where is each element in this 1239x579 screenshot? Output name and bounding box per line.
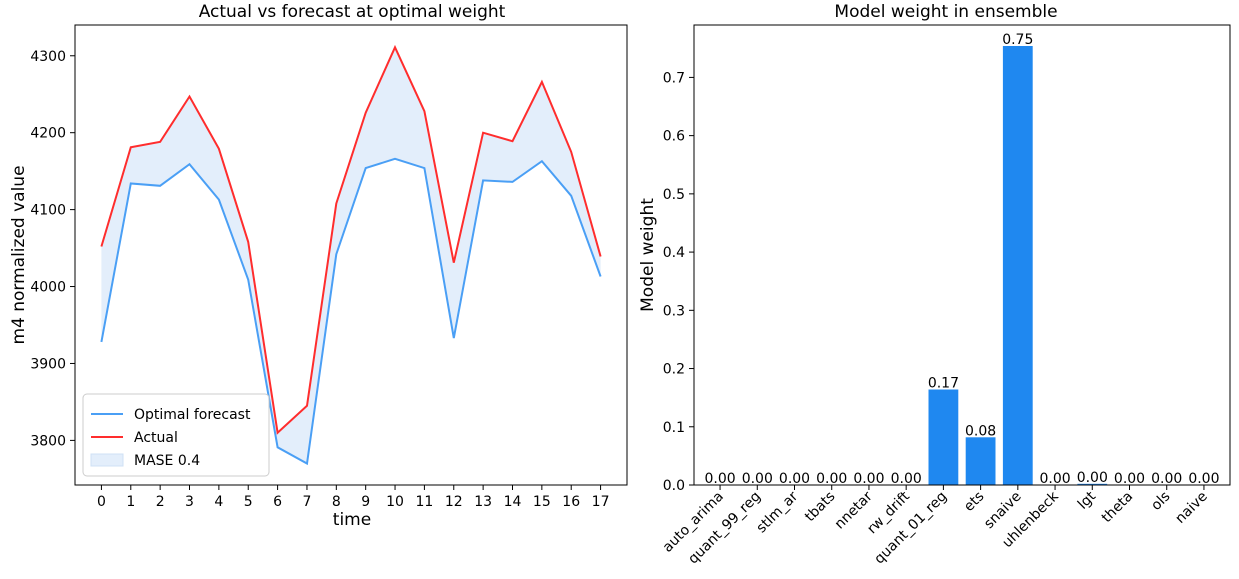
legend-box	[82, 393, 270, 477]
x-tick-label: 13	[474, 494, 492, 510]
y-tick-label: 0.7	[663, 70, 685, 86]
optimal-forecast-line	[100, 157, 602, 466]
x-tick-label: 14	[504, 494, 522, 510]
bar-value-label: 0.00	[1188, 471, 1219, 487]
y-tick-label: 4200	[30, 126, 66, 142]
y-tick-label: 0.1	[663, 420, 685, 436]
y-tick-label: 4100	[30, 203, 66, 219]
bar-value-label: 0.00	[891, 471, 922, 487]
bar-value-label: 0.00	[705, 471, 736, 487]
x-tick-label: 9	[361, 494, 370, 510]
x-tick-label: 4	[214, 494, 223, 510]
bar-lgt	[1077, 483, 1108, 485]
bar-chart-plot-area: 0.00 0.00 0.00 0.00 0.00 0.000.170.080.750.00…	[660, 24, 1231, 567]
x-tick-label: 7	[302, 494, 311, 510]
x-tick-label: 1	[126, 494, 135, 510]
bar-value-label: 0.00	[742, 471, 773, 487]
bar-value-label: 0.00	[853, 471, 884, 487]
x-tick-label-lgt: lgt	[1075, 488, 1100, 513]
bar-value-label: 0.00	[1077, 470, 1108, 486]
x-tick-label: 3	[185, 494, 194, 510]
x-tick-label: 8	[332, 494, 341, 510]
x-tick-label: 16	[562, 494, 580, 510]
bar-value-label: 0.08	[965, 423, 996, 439]
bar-chart-y-axis-label: Model weight	[638, 198, 658, 312]
legend-mase-swatch	[90, 453, 124, 467]
x-tick-label: 5	[244, 494, 253, 510]
line-chart-x-axis-label: time	[333, 510, 371, 530]
x-tick-label: 10	[386, 494, 404, 510]
x-tick-label: 0	[97, 494, 106, 510]
line-chart-title: Actual vs forecast at optimal weight	[199, 2, 506, 22]
line-chart-plot-area: 0 1 2 3 4 5 6 7 8 9 10 11 12 13 14 15 16 1738003900400041…	[30, 24, 628, 510]
y-tick-label: 0.2	[663, 362, 685, 378]
x-tick-label: 6	[273, 494, 282, 510]
y-tick-label: 4000	[30, 280, 66, 296]
x-tick-label-ols: ols	[1148, 489, 1173, 514]
legend-optimal-forecast-label: Optimal forecast	[134, 407, 251, 423]
bar-chart-title: Model weight in ensemble	[834, 2, 1057, 22]
x-tick-label: 15	[533, 494, 551, 510]
legend-mase-label: MASE 0.4	[134, 453, 200, 469]
bar-ets	[965, 437, 996, 485]
line-chart-legend: Optimal forecast Actual MASE 0.4	[82, 393, 270, 477]
bar-snaive	[1002, 46, 1033, 485]
bar-chart-frame	[693, 24, 1231, 486]
bar-value-label: 0.00	[816, 471, 847, 487]
x-tick-label-naive: naive	[1172, 489, 1210, 527]
bar-value-label: 0.00	[779, 471, 810, 487]
y-tick-label: 3900	[30, 356, 66, 372]
bar-value-label: 0.75	[1002, 32, 1033, 48]
line-chart-y-axis-label: m4 normalized value	[9, 165, 29, 344]
y-tick-label: 0.0	[663, 478, 685, 494]
bar-chart: Model weight in ensemble 0.00 0.00 0.00 0.0…	[638, 2, 1231, 567]
y-tick-label: 0.4	[663, 245, 685, 261]
bar-value-label: 0.00	[1151, 471, 1182, 487]
x-tick-label: 2	[156, 494, 165, 510]
x-tick-label: 17	[592, 494, 610, 510]
y-tick-label: 0.6	[663, 129, 685, 145]
y-tick-label: 3800	[30, 433, 66, 449]
y-tick-label: 0.3	[663, 303, 685, 319]
x-tick-label-theta: theta	[1099, 489, 1137, 527]
x-tick-label: 12	[445, 494, 463, 510]
bar-value-label: 0.17	[928, 376, 959, 392]
y-tick-label: 4300	[30, 49, 66, 65]
legend-actual-label: Actual	[134, 430, 178, 446]
bar-quant_01_reg	[928, 389, 959, 485]
x-tick-label: 11	[415, 494, 433, 510]
actual-line	[100, 44, 602, 435]
y-tick-label: 0.5	[663, 187, 685, 203]
line-chart-frame	[74, 24, 628, 486]
x-tick-label-ets: ets	[961, 489, 987, 515]
bar-value-label: 0.00	[1040, 471, 1071, 487]
x-tick-label-stlm_ar: stlm_ar	[753, 488, 801, 536]
bar-value-label: 0.00	[1114, 471, 1145, 487]
